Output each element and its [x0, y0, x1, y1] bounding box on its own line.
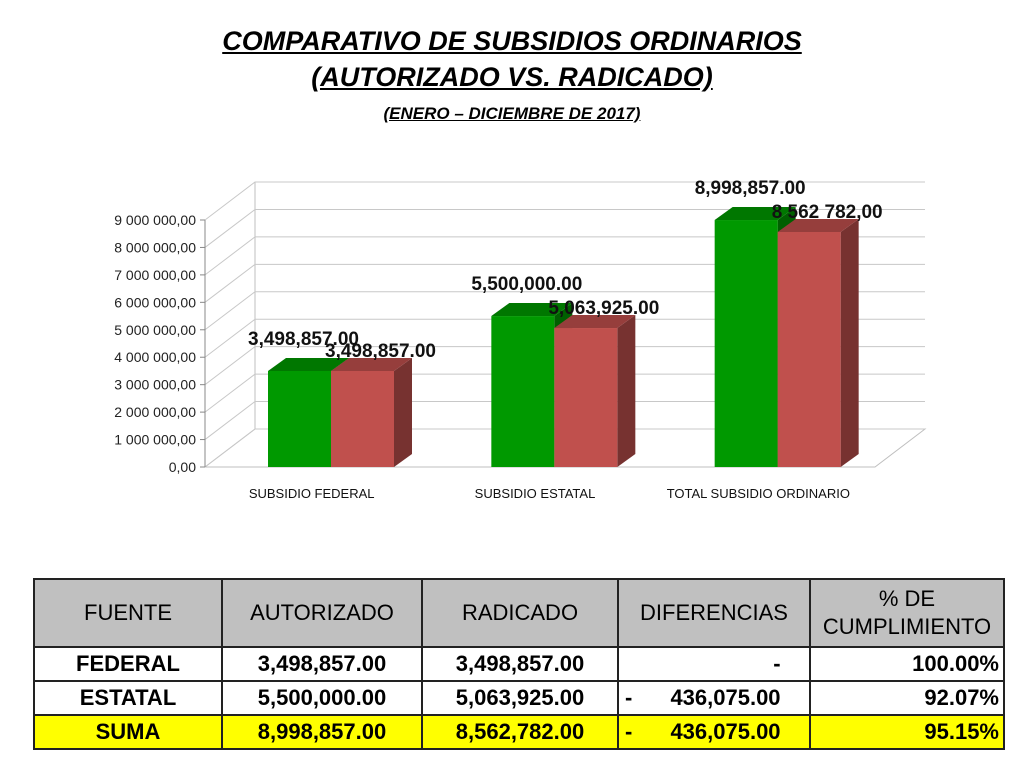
cell-diferencias: - 436,075.00: [617, 714, 811, 750]
header-radicado: RADICADO: [421, 578, 619, 648]
gridline: [204, 291, 925, 331]
data-label: 5,063,925.00: [548, 298, 659, 319]
diff-value: 436,075.00: [670, 685, 781, 710]
bar-top: [554, 315, 636, 329]
cell-cumplimiento: 92.07%: [809, 680, 1005, 716]
cell-fuente: ESTATAL: [33, 680, 223, 716]
bar-side: [394, 357, 412, 467]
x-tick-label: SUBSIDIO FEDERAL: [249, 486, 375, 501]
data-label: 3,498,857.00: [325, 341, 436, 362]
bar: [331, 370, 394, 467]
header-fuente: FUENTE: [33, 578, 223, 648]
header-cumplimiento: % DE CUMPLIMIENTO: [809, 578, 1005, 648]
cell-radicado: 5,063,925.00: [421, 680, 619, 716]
gridline: [204, 428, 925, 468]
bar: [714, 220, 778, 467]
bar: [777, 231, 841, 467]
x-tick-label: SUBSIDIO ESTATAL: [475, 486, 596, 501]
gridline: [204, 373, 925, 413]
data-label: 5,500,000.00: [471, 274, 582, 295]
y-tick-label: 3 000 000,00: [114, 377, 196, 393]
gridline: [204, 236, 925, 276]
chart-subtitle: (AUTORIZADO VS. RADICADO): [311, 62, 713, 92]
y-tick-label: 7 000 000,00: [114, 267, 196, 283]
y-tick-label: 4 000 000,00: [114, 349, 196, 365]
gridline: [204, 263, 925, 303]
bar-side: [840, 218, 859, 467]
bar-chart: 0,00 1 000 000,00 2 000 000,00 3 000 000,00…: [114, 178, 927, 501]
diff-sign: -: [625, 685, 633, 710]
cell-radicado: 3,498,857.00: [421, 646, 619, 682]
gridline: [204, 208, 925, 248]
y-tick-label: 0,00: [169, 459, 196, 475]
summary-table: FUENTE AUTORIZADO RADICADO DIFERENCIAS %…: [33, 578, 1005, 750]
cell-fuente: SUMA: [33, 714, 223, 750]
y-tick-label: 5 000 000,00: [114, 322, 196, 338]
bar-top: [714, 207, 796, 221]
cell-autorizado: 5,500,000.00: [221, 680, 423, 716]
table-row-federal: FEDERAL 3,498,857.00 3,498,857.00 - 100.…: [33, 646, 1005, 682]
cell-diferencias: - 436,075.00: [617, 680, 811, 716]
bar-top: [491, 303, 573, 317]
cell-radicado: 8,562,782.00: [421, 714, 619, 750]
bar-top: [331, 357, 412, 371]
cell-cumplimiento: 95.15%: [809, 714, 1005, 750]
chart-title: COMPARATIVO DE SUBSIDIOS ORDINARIOS: [222, 26, 802, 56]
cell-autorizado: 3,498,857.00: [221, 646, 423, 682]
chart-period: (ENERO – DICIEMBRE DE 2017): [383, 104, 641, 123]
header-diferencias: DIFERENCIAS: [617, 578, 811, 648]
bar: [268, 370, 331, 467]
bar-side: [617, 315, 636, 467]
y-tick-label: 6 000 000,00: [114, 294, 196, 310]
y-tick-label: 8 000 000,00: [114, 239, 196, 255]
header-autorizado: AUTORIZADO: [221, 578, 423, 648]
diff-value: -: [773, 651, 781, 676]
table-header-row: FUENTE AUTORIZADO RADICADO DIFERENCIAS %…: [33, 578, 1005, 648]
cell-autorizado: 8,998,857.00: [221, 714, 423, 750]
gridline: [204, 318, 925, 358]
data-label: 8 562 782,00: [772, 202, 883, 223]
bar-top: [777, 218, 859, 232]
data-label: 8,998,857.00: [695, 178, 806, 199]
table-row-estatal: ESTATAL 5,500,000.00 5,063,925.00 - 436,0…: [33, 680, 1005, 716]
diff-value: 436,075.00: [670, 719, 781, 744]
y-tick-label: 2 000 000,00: [114, 404, 196, 420]
table-row-suma: SUMA 8,998,857.00 8,562,782.00 - 436,075.…: [33, 714, 1005, 750]
data-label: 3,498,857.00: [248, 329, 359, 350]
bar: [491, 316, 555, 467]
y-tick-label: 9 000 000,00: [114, 212, 196, 228]
bar: [554, 328, 618, 467]
gridline: [204, 181, 925, 221]
cell-cumplimiento: 100.00%: [809, 646, 1005, 682]
bar-top: [268, 357, 349, 371]
x-tick-label: TOTAL SUBSIDIO ORDINARIO: [667, 486, 850, 501]
gridline: [204, 346, 925, 386]
gridline: [204, 401, 925, 440]
cell-diferencias: -: [617, 646, 811, 682]
diff-sign: -: [625, 719, 633, 744]
y-tick-label: 1 000 000,00: [114, 432, 196, 448]
cell-fuente: FEDERAL: [33, 646, 223, 682]
